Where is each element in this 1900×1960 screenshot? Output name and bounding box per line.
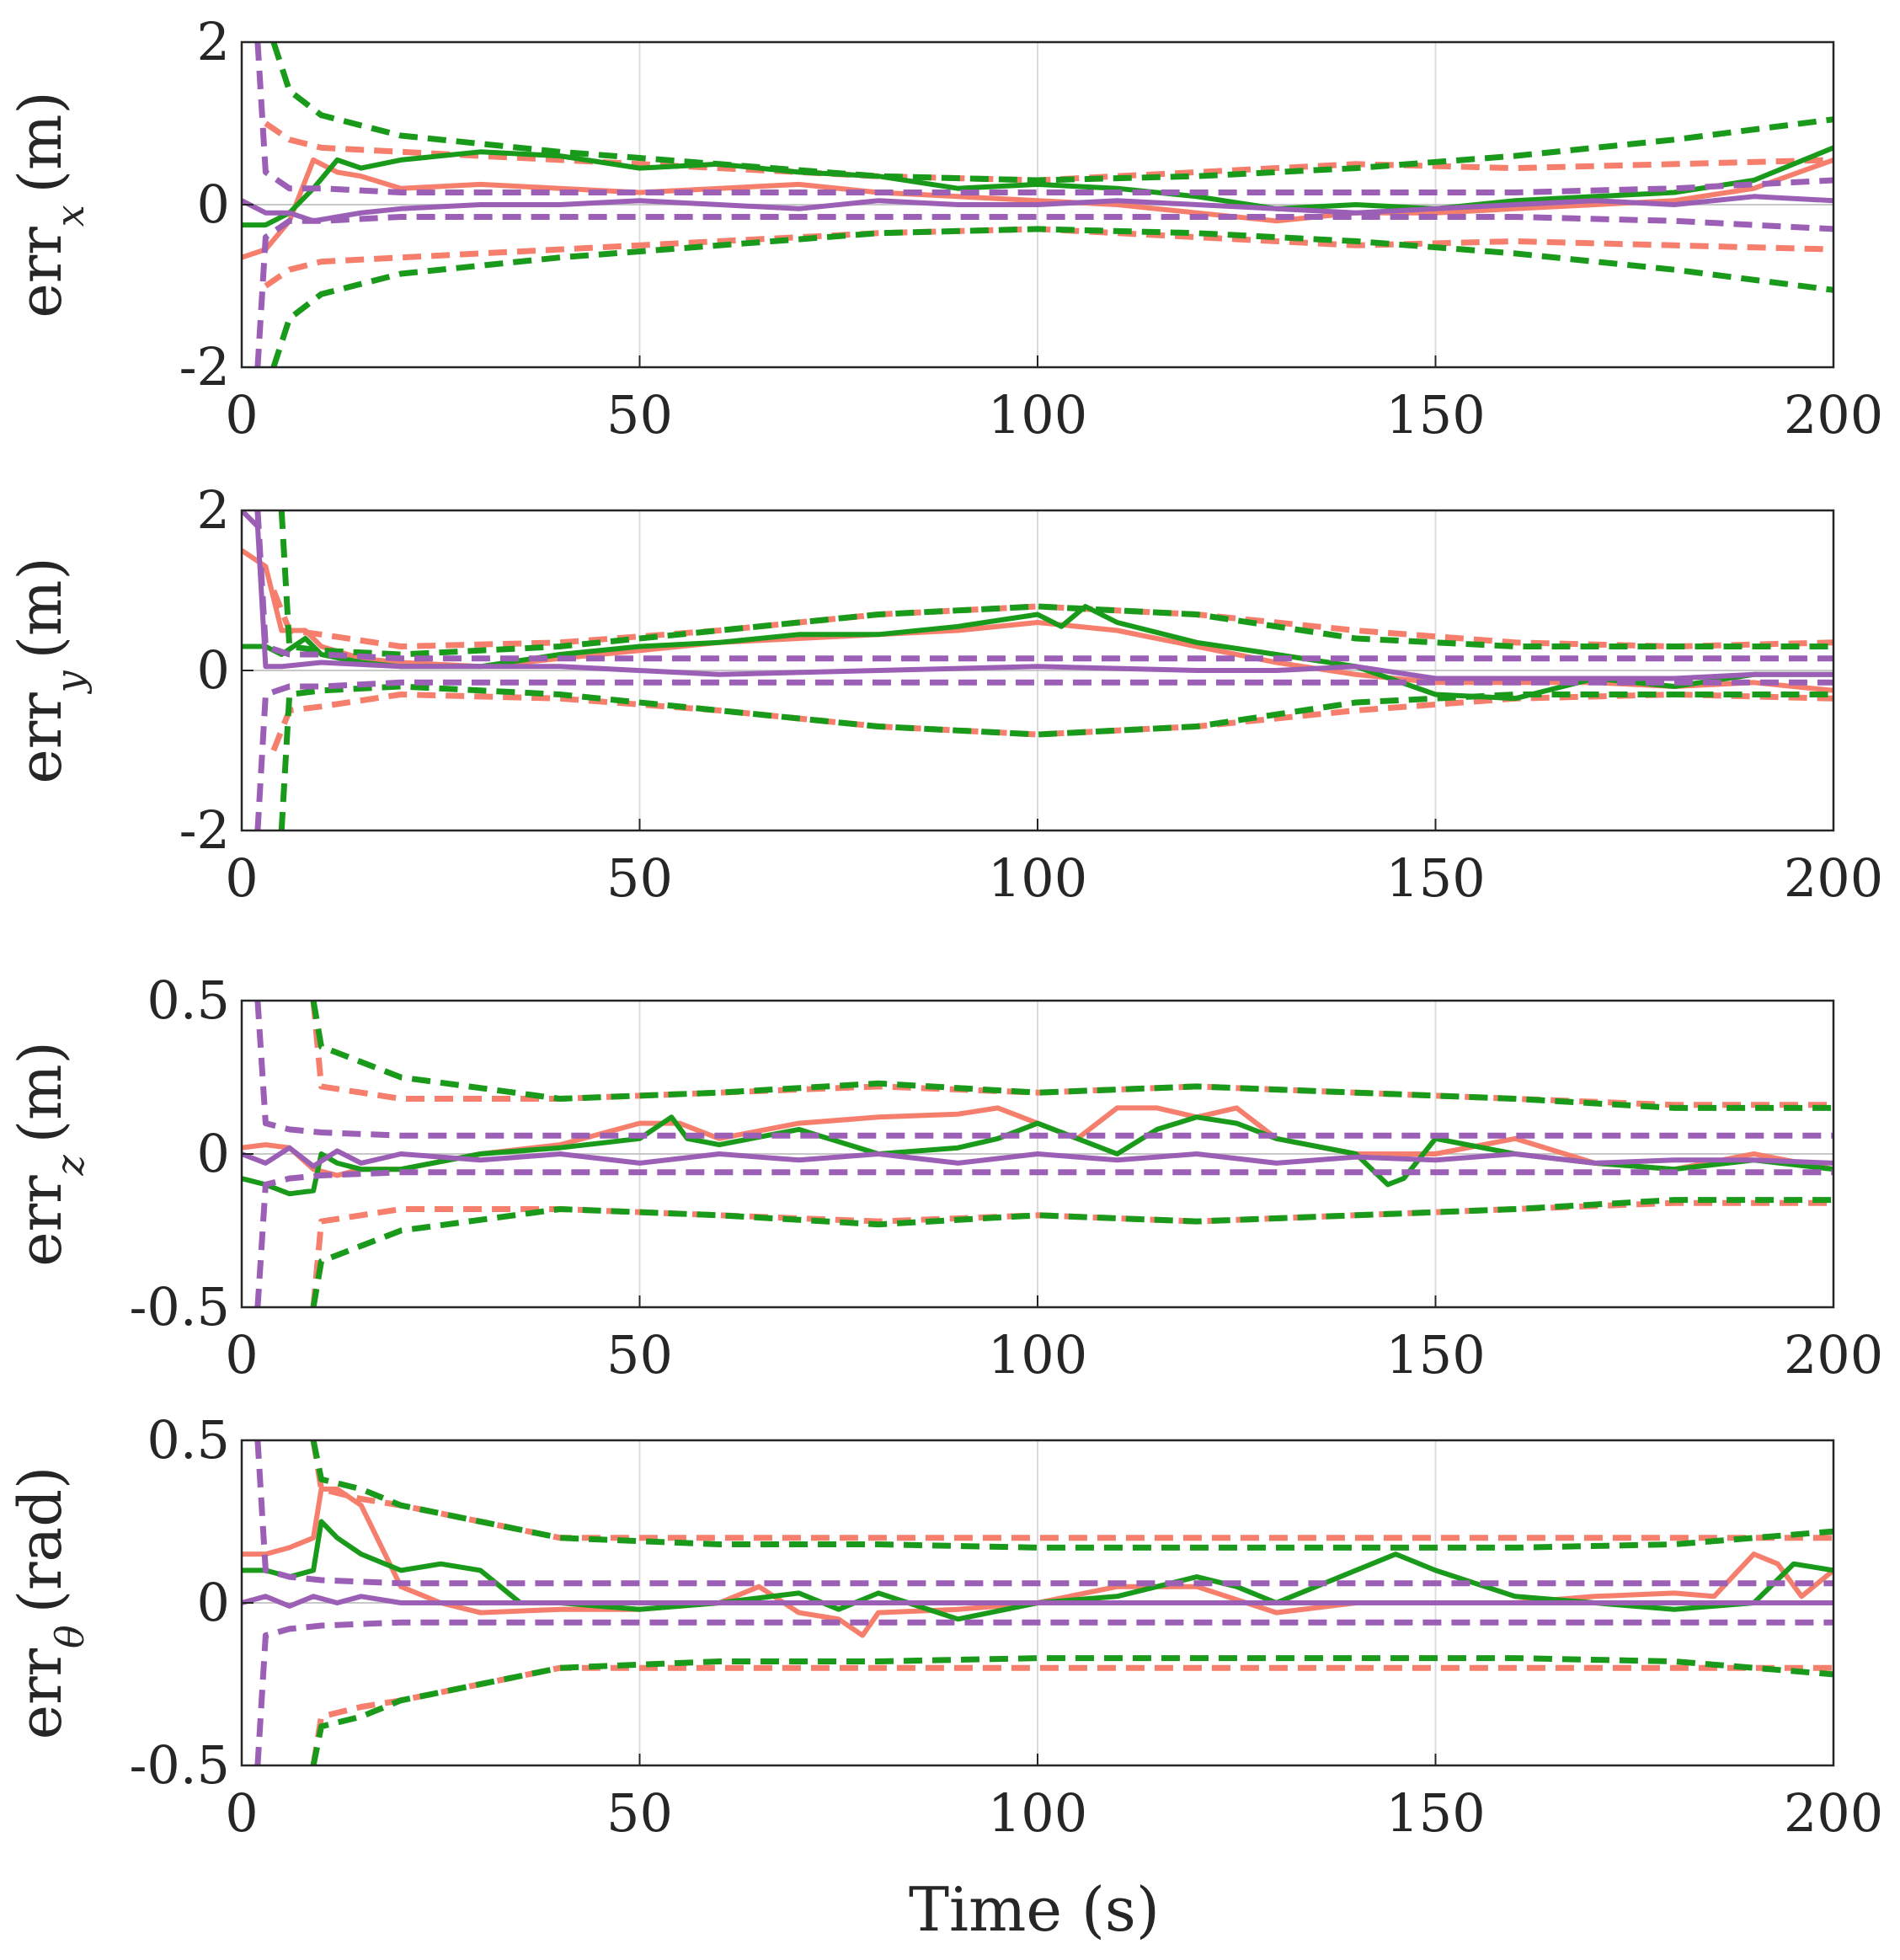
series-purple-bound-upper bbox=[254, 1440, 1833, 1587]
series-green-bound-upper bbox=[270, 42, 1833, 184]
y-tick-label: -2 bbox=[179, 336, 230, 398]
x-tick-label: 50 bbox=[606, 847, 673, 909]
series-salmon-bound-lower bbox=[270, 692, 1833, 752]
series-salmon-bound-upper bbox=[270, 589, 1833, 649]
series-green-bound-lower bbox=[310, 1197, 1833, 1307]
series-layer bbox=[242, 42, 1833, 367]
series-purple-estimate-error bbox=[242, 194, 1833, 224]
series-purple-bound-upper bbox=[254, 1001, 1833, 1139]
x-tick-label: 100 bbox=[988, 1782, 1087, 1844]
x-tick-label: 200 bbox=[1784, 847, 1883, 909]
x-tick-label: 150 bbox=[1385, 847, 1485, 909]
series-salmon-bound-upper bbox=[310, 1440, 1833, 1541]
x-tick-label: 150 bbox=[1385, 384, 1485, 446]
x-tick-label: 200 bbox=[1784, 1324, 1883, 1386]
x-tick-label: 0 bbox=[225, 1324, 258, 1386]
y-axis-label: errx (m) bbox=[6, 91, 93, 318]
series-purple-bound-lower bbox=[254, 1169, 1833, 1307]
series-salmon-bound-upper bbox=[310, 1001, 1833, 1108]
y-tick-labels: -2 0 2 bbox=[179, 479, 254, 861]
x-tick-label: 150 bbox=[1385, 1782, 1485, 1844]
x-tick-label: 100 bbox=[988, 1324, 1087, 1386]
y-tick-label: 0.5 bbox=[147, 969, 230, 1031]
y-tick-label: 0.5 bbox=[147, 1409, 230, 1471]
y-axis-label-unit: (m) bbox=[6, 1041, 75, 1143]
y-axis-label-unit: (rad) bbox=[6, 1466, 75, 1614]
y-axis-label-subscript: θ bbox=[47, 1625, 93, 1648]
series-green-bound-lower bbox=[278, 683, 1833, 830]
y-tick-label: 0 bbox=[197, 639, 230, 701]
x-tick-label: 0 bbox=[225, 384, 258, 446]
x-tick-label: 200 bbox=[1784, 1782, 1883, 1844]
y-tick-label: 0 bbox=[197, 1572, 230, 1633]
y-axis-label-base: err bbox=[6, 227, 75, 318]
x-axis-label: Time (s) bbox=[909, 1874, 1160, 1945]
x-tick-label: 100 bbox=[988, 384, 1087, 446]
series-salmon-bound-lower bbox=[264, 226, 1833, 289]
y-axis-label: erry (m) bbox=[6, 557, 93, 783]
x-tick-label: 0 bbox=[225, 847, 258, 909]
y-axis-label-base: err bbox=[6, 692, 75, 784]
panel-err-z: -0.500.5 0 50 100 150 200 errz(m) bbox=[6, 969, 1883, 1386]
series-purple-bound-lower bbox=[254, 214, 1833, 367]
y-axis-label-subscript: z bbox=[47, 1154, 93, 1176]
series-green-bound-upper bbox=[278, 510, 1833, 658]
series-green-bound-upper bbox=[310, 1440, 1833, 1551]
series-purple-bound-upper bbox=[254, 510, 1833, 662]
y-axis-label-subscript: y bbox=[47, 670, 93, 694]
series-layer bbox=[242, 1001, 1833, 1307]
series-green-bound-lower bbox=[270, 226, 1833, 367]
series-purple-estimate-error bbox=[242, 1594, 1833, 1609]
x-tick-label: 50 bbox=[606, 1782, 673, 1844]
y-tick-label: -2 bbox=[179, 799, 230, 861]
y-tick-labels: -2 0 2 bbox=[179, 11, 254, 398]
series-purple-bound-lower bbox=[254, 1619, 1833, 1765]
series-green-estimate-error bbox=[242, 145, 1833, 228]
panel-err-x: -202 0 50 100 150 200 errx(m) bbox=[6, 11, 1883, 446]
x-tick-label: 100 bbox=[988, 847, 1087, 909]
x-tick-label: 200 bbox=[1784, 384, 1883, 446]
x-tick-label: 150 bbox=[1385, 1324, 1485, 1386]
y-axis-label: errθ (rad) bbox=[6, 1466, 93, 1740]
series-salmon-bound-lower bbox=[310, 1664, 1833, 1765]
y-tick-label: 2 bbox=[197, 479, 230, 541]
y-axis-label: errz (m) bbox=[6, 1041, 93, 1267]
y-axis-label-base: err bbox=[6, 1175, 75, 1267]
y-tick-labels: -0.5 0 0.5 bbox=[129, 1409, 254, 1796]
x-tick-labels: 0 50 100 150 200 bbox=[225, 819, 1883, 909]
x-tick-labels: 0 50 100 150 200 bbox=[225, 1295, 1883, 1386]
x-tick-labels: 0 50 100 150 200 bbox=[225, 1754, 1883, 1844]
panel-err-theta: -0.500.5 0 50 100 150 200 errθ(rad) bbox=[6, 1409, 1883, 1844]
x-tick-label: 0 bbox=[225, 1782, 258, 1844]
y-axis-label-unit: (m) bbox=[6, 91, 75, 193]
series-green-bound-lower bbox=[310, 1655, 1833, 1765]
y-tick-label: 0 bbox=[197, 174, 230, 235]
panel-err-y: -202 0 50 100 150 200 erry(m) bbox=[6, 479, 1883, 909]
y-tick-label: -0.5 bbox=[129, 1734, 230, 1796]
series-purple-bound-upper bbox=[254, 42, 1833, 195]
series-salmon-estimate-error bbox=[242, 1486, 1833, 1638]
y-axis-label-subscript: x bbox=[47, 205, 93, 227]
y-tick-labels: -0.5 0 0.5 bbox=[129, 969, 254, 1338]
y-tick-label: 2 bbox=[197, 11, 230, 72]
y-axis-label-base: err bbox=[6, 1648, 75, 1739]
y-tick-label: 0 bbox=[197, 1123, 230, 1184]
series-purple-estimate-error bbox=[242, 1145, 1833, 1169]
y-tick-label: -0.5 bbox=[129, 1276, 230, 1338]
series-layer bbox=[242, 510, 1833, 830]
series-purple-estimate-error bbox=[242, 510, 1833, 681]
x-tick-label: 50 bbox=[606, 1324, 673, 1386]
y-axis-label-unit: (m) bbox=[6, 557, 75, 659]
x-tick-labels: 0 50 100 150 200 bbox=[225, 355, 1883, 446]
series-purple-bound-lower bbox=[254, 679, 1833, 830]
x-tick-label: 50 bbox=[606, 384, 673, 446]
series-salmon-bound-lower bbox=[310, 1199, 1833, 1307]
series-layer bbox=[242, 1440, 1833, 1765]
series-green-bound-upper bbox=[310, 1001, 1833, 1111]
